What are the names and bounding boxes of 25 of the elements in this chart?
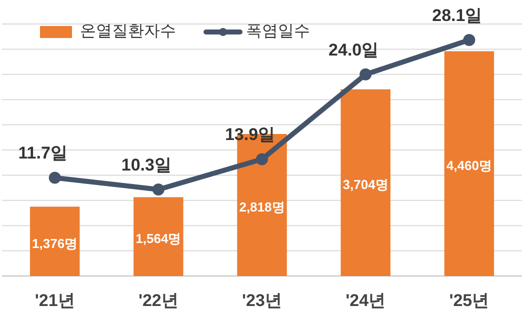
point [152,183,164,196]
x-tick-label: '25년 [449,291,490,310]
bar [30,206,80,276]
x-tick-label: '21년 [34,291,75,310]
point [360,68,372,80]
data-label: 1,376명 [32,236,78,251]
legend-label: 온열질환자수 [80,23,176,40]
legend-label: 폭염일수 [246,23,310,40]
bar [134,197,184,276]
data-label: 4,460명 [446,158,492,174]
x-tick-label: '22년 [138,291,178,310]
data-label: 2,818명 [239,199,285,214]
data-label: 24.0일 [328,40,379,60]
data-label: 1,564명 [136,231,182,246]
x-tick-label: '23년 [242,291,282,310]
point [463,34,476,46]
bar [444,51,494,276]
data-label: 10.3일 [121,155,172,174]
x-tick-label: '24년 [346,291,386,310]
data-label: 28.1일 [432,6,482,25]
point [256,153,268,166]
data-label: 3,704명 [342,177,388,192]
point [48,172,61,184]
data-label: 11.7일 [18,144,68,163]
bar [340,89,390,276]
